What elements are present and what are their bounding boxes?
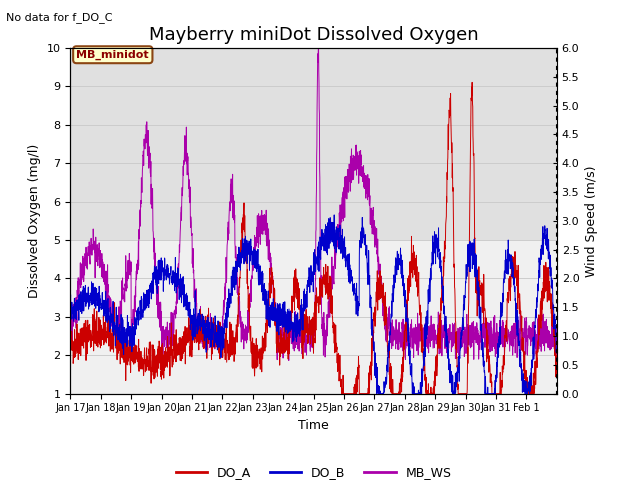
X-axis label: Time: Time: [298, 419, 329, 432]
Title: Mayberry miniDot Dissolved Oxygen: Mayberry miniDot Dissolved Oxygen: [148, 25, 479, 44]
Text: MB_minidot: MB_minidot: [77, 49, 149, 60]
Legend: DO_A, DO_B, MB_WS: DO_A, DO_B, MB_WS: [171, 461, 456, 480]
Bar: [70, 240, 557, 394]
Text: No data for f_DO_C: No data for f_DO_C: [6, 12, 113, 23]
Y-axis label: Wind Speed (m/s): Wind Speed (m/s): [585, 165, 598, 276]
Y-axis label: Dissolved Oxygen (mg/l): Dissolved Oxygen (mg/l): [28, 144, 41, 298]
Bar: [70, 48, 557, 240]
